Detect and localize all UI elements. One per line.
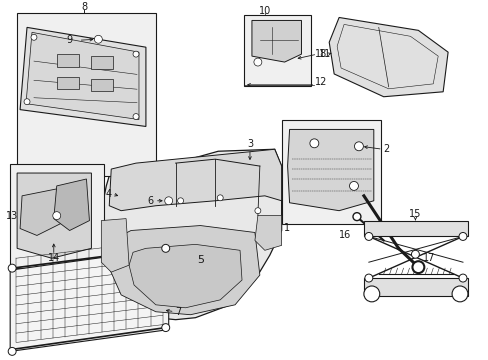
Circle shape — [349, 181, 358, 190]
Polygon shape — [129, 244, 242, 308]
Polygon shape — [287, 130, 373, 211]
Text: 12: 12 — [315, 77, 327, 87]
Text: 15: 15 — [408, 209, 421, 219]
Polygon shape — [20, 27, 145, 126]
Text: 3: 3 — [246, 139, 252, 149]
Circle shape — [411, 261, 424, 273]
Polygon shape — [54, 179, 89, 230]
Circle shape — [364, 233, 372, 240]
Text: 11: 11 — [319, 49, 331, 59]
Bar — [91, 56, 113, 68]
Ellipse shape — [119, 81, 133, 90]
Text: 5: 5 — [197, 255, 203, 265]
Circle shape — [352, 213, 360, 221]
Text: 1: 1 — [283, 222, 289, 233]
Circle shape — [363, 286, 379, 302]
Polygon shape — [251, 21, 301, 62]
Circle shape — [309, 139, 318, 148]
Ellipse shape — [119, 59, 133, 68]
Bar — [91, 78, 113, 91]
Circle shape — [162, 324, 169, 332]
Bar — [363, 221, 467, 237]
Circle shape — [451, 286, 467, 302]
Circle shape — [217, 195, 223, 201]
Text: 16: 16 — [338, 230, 350, 240]
Circle shape — [164, 197, 172, 205]
Bar — [10, 164, 104, 268]
Circle shape — [24, 99, 30, 105]
Ellipse shape — [50, 71, 63, 80]
Text: 4: 4 — [105, 189, 111, 199]
Bar — [57, 77, 79, 89]
Bar — [57, 54, 79, 67]
Polygon shape — [17, 173, 91, 258]
Bar — [17, 13, 156, 176]
Text: 14: 14 — [47, 253, 60, 263]
Polygon shape — [20, 189, 66, 235]
Text: 18: 18 — [314, 49, 326, 59]
Text: 2: 2 — [383, 144, 389, 154]
Text: 13: 13 — [6, 211, 19, 221]
Polygon shape — [101, 149, 281, 320]
Circle shape — [253, 58, 261, 66]
Text: 17: 17 — [423, 253, 435, 263]
Circle shape — [8, 264, 16, 272]
Circle shape — [53, 212, 61, 220]
Circle shape — [254, 208, 260, 213]
Circle shape — [177, 198, 183, 204]
Bar — [244, 14, 311, 86]
Circle shape — [8, 347, 16, 355]
Polygon shape — [109, 149, 281, 211]
Text: 9: 9 — [66, 35, 73, 45]
Text: 8: 8 — [81, 1, 87, 12]
Text: 10: 10 — [258, 5, 270, 15]
Polygon shape — [101, 219, 129, 272]
Polygon shape — [328, 18, 447, 97]
Bar — [281, 120, 380, 224]
Circle shape — [94, 35, 102, 43]
Bar — [363, 278, 467, 296]
Ellipse shape — [50, 46, 63, 55]
Circle shape — [31, 34, 37, 40]
Circle shape — [133, 114, 139, 120]
Circle shape — [162, 244, 169, 252]
Text: 6: 6 — [147, 196, 154, 206]
Circle shape — [133, 51, 139, 57]
Text: 7: 7 — [175, 307, 182, 317]
Circle shape — [458, 233, 466, 240]
Circle shape — [410, 250, 419, 258]
Polygon shape — [254, 216, 281, 250]
Circle shape — [354, 142, 363, 151]
Polygon shape — [26, 32, 139, 120]
Polygon shape — [10, 248, 168, 351]
Polygon shape — [109, 226, 259, 315]
Circle shape — [364, 274, 372, 282]
Circle shape — [458, 274, 466, 282]
